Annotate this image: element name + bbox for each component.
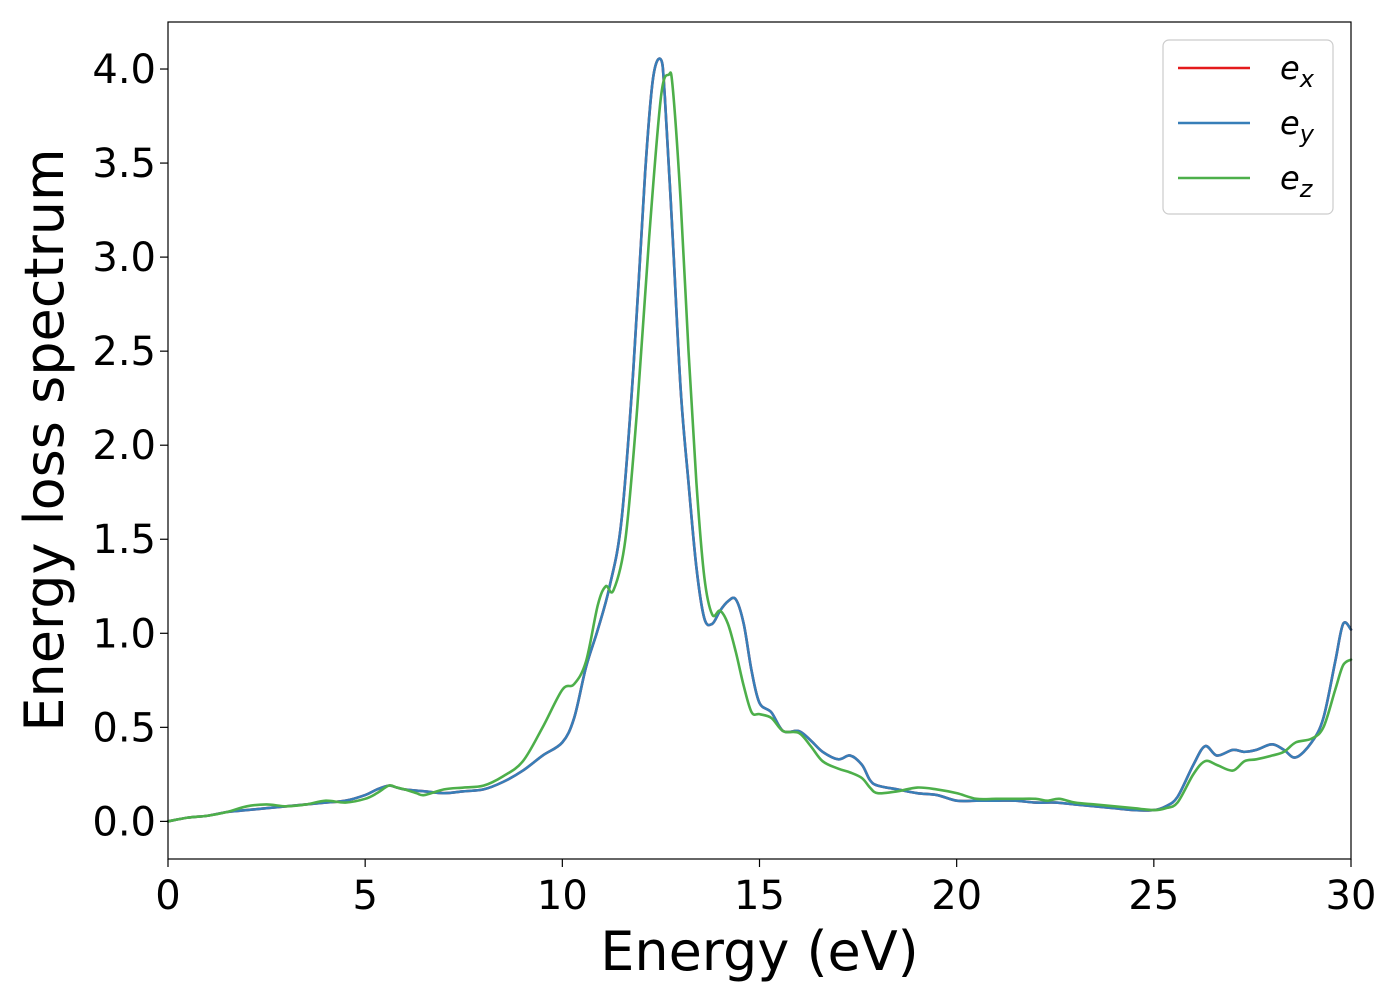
legend-label-z: ez: [1280, 159, 1314, 203]
y-tick-label: 0.0: [92, 799, 156, 845]
y-tick-label: 4.0: [92, 47, 156, 93]
series-line-z: [166, 71, 1353, 823]
x-axis-ticks: 0 5 10 15 20 25 30: [155, 859, 1376, 919]
y-tick-label: 2.5: [92, 329, 156, 375]
legend-label-x: ex: [1280, 49, 1315, 93]
x-tick-label: 5: [352, 873, 377, 919]
series-line-y: [166, 57, 1353, 823]
y-axis-ticks: 0.0 0.5 1.0 1.5 2.0 2.5 3.0 3.5 4.0: [92, 47, 168, 845]
legend-label-y: ey: [1280, 104, 1315, 148]
x-tick-label: 0: [155, 873, 180, 919]
x-tick-label: 30: [1326, 873, 1377, 919]
legend-frame: [1162, 39, 1334, 215]
y-tick-label: 1.0: [92, 611, 156, 657]
x-tick-label: 20: [931, 873, 982, 919]
y-tick-label: 3.5: [92, 141, 156, 187]
x-tick-label: 25: [1128, 873, 1179, 919]
y-tick-label: 3.0: [92, 235, 156, 281]
y-axis-title: Energy loss spectrum: [13, 148, 76, 731]
y-tick-label: 2.0: [92, 423, 156, 469]
y-tick-label: 0.5: [92, 705, 156, 751]
x-tick-label: 15: [734, 873, 785, 919]
series-layer: [166, 57, 1353, 823]
legend: ex ey ez: [1162, 39, 1334, 215]
y-tick-label: 1.5: [92, 517, 156, 563]
x-axis-title: Energy (eV): [600, 920, 919, 983]
x-tick-label: 10: [537, 873, 588, 919]
